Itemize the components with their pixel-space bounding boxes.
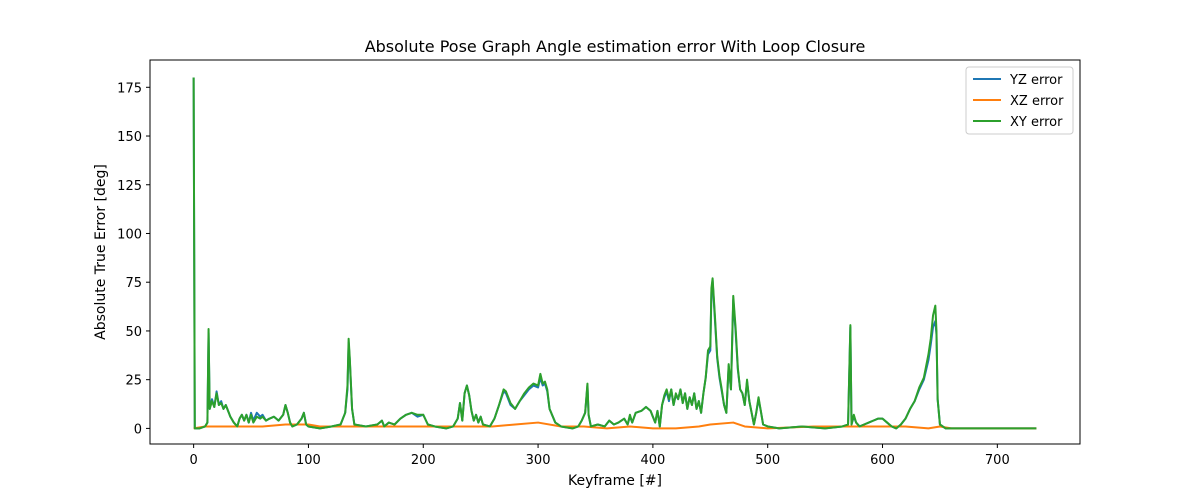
x-axis: 0 100 200 300 400 500 600 700 xyxy=(189,444,1010,468)
legend-label: XZ error xyxy=(1010,94,1064,109)
x-tick-label: 400 xyxy=(640,453,665,468)
x-tick-label: 200 xyxy=(411,453,436,468)
y-tick-label: 175 xyxy=(117,81,142,96)
y-tick-label: 50 xyxy=(125,325,142,340)
y-tick-label: 0 xyxy=(134,422,142,437)
y-tick-label: 150 xyxy=(117,130,142,145)
legend-label: YZ error xyxy=(1009,73,1063,88)
plot-frame xyxy=(149,59,1081,445)
series-layer xyxy=(192,77,1037,430)
y-tick-label: 125 xyxy=(117,179,142,194)
x-tick-label: 300 xyxy=(526,453,551,468)
x-tick-label: 600 xyxy=(870,453,895,468)
x-tick-label: 100 xyxy=(296,453,321,468)
x-axis-label: Keyframe [#] xyxy=(568,473,662,489)
y-tick-label: 75 xyxy=(125,276,142,291)
x-tick-label: 700 xyxy=(985,453,1010,468)
series-line-xy-error xyxy=(192,77,1037,430)
legend-box xyxy=(965,66,1074,135)
legend-label: XY error xyxy=(1010,115,1063,130)
y-axis: 0 25 50 75 100 125 150 175 xyxy=(117,81,150,437)
x-tick-label: 0 xyxy=(189,453,197,468)
y-tick-label: 100 xyxy=(117,227,142,242)
legend: YZ error XZ error XY error xyxy=(965,66,1074,135)
y-tick-label: 25 xyxy=(125,374,142,389)
chart-title: Absolute Pose Graph Angle estimation err… xyxy=(365,37,866,56)
x-tick-label: 500 xyxy=(755,453,780,468)
series-line-xz-error xyxy=(193,421,1037,430)
y-axis-label: Absolute True Error [deg] xyxy=(93,164,109,340)
series-line-yz-error xyxy=(192,77,1037,430)
